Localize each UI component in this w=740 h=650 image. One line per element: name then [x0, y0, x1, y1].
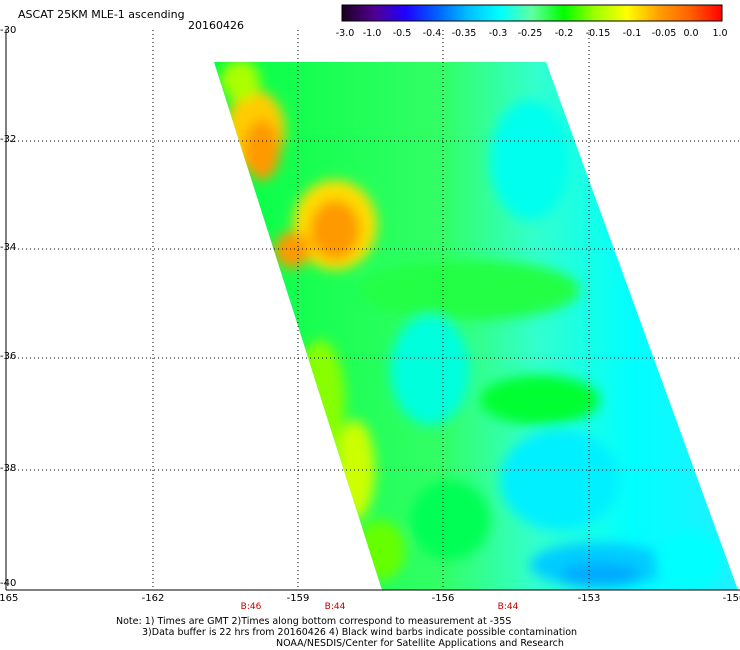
colorbar-label: -0.3 — [488, 28, 508, 39]
lon-label: -162 — [141, 593, 165, 604]
lon-label: -156 — [431, 593, 455, 604]
chart-date: 20160426 — [188, 19, 244, 32]
colorbar-label: -0.4 — [422, 28, 442, 39]
time-label: B:44 — [324, 602, 346, 612]
swath — [214, 62, 738, 590]
lat-label: -34 — [0, 242, 17, 253]
lon-label: -159 — [286, 593, 310, 604]
lat-label: -32 — [0, 134, 17, 145]
colorbar-label: -0.15 — [585, 28, 611, 39]
colorbar-label: -0.5 — [392, 28, 412, 39]
lon-label: -150 — [722, 593, 740, 604]
colorbar-label: -0.25 — [517, 28, 543, 39]
colorbar-label: -0.2 — [554, 28, 574, 39]
note-line-3: NOAA/NESDIS/Center for Satellite Applica… — [276, 638, 564, 649]
chart-title: ASCAT 25KM MLE-1 ascending — [18, 8, 185, 21]
time-label: B:44 — [497, 602, 519, 612]
colorbar-label: -3.0 — [335, 28, 355, 39]
lon-grid-lines — [152, 30, 590, 590]
colorbar-label: -0.05 — [651, 28, 677, 39]
note-line-2: 3)Data buffer is 22 hrs from 20160426 4)… — [142, 627, 578, 638]
lat-label: -38 — [0, 463, 17, 474]
lon-label: -153 — [577, 593, 601, 604]
lon-label: -165 — [0, 593, 19, 604]
lat-label: -40 — [0, 578, 17, 589]
colorbar — [341, 4, 723, 22]
colorbar-label: 0.0 — [683, 28, 699, 39]
colorbar-label: 1.0 — [712, 28, 728, 39]
lat-label: -36 — [0, 351, 17, 362]
lat-label: -30 — [0, 25, 17, 36]
colorbar-gradient — [341, 4, 723, 22]
colorbar-label: -0.1 — [622, 28, 642, 39]
colorbar-label: -0.35 — [451, 28, 477, 39]
note-line-1: Note: 1) Times are GMT 2)Times along bot… — [116, 616, 512, 627]
colorbar-label: -1.0 — [362, 28, 382, 39]
time-label: B:46 — [240, 602, 262, 612]
